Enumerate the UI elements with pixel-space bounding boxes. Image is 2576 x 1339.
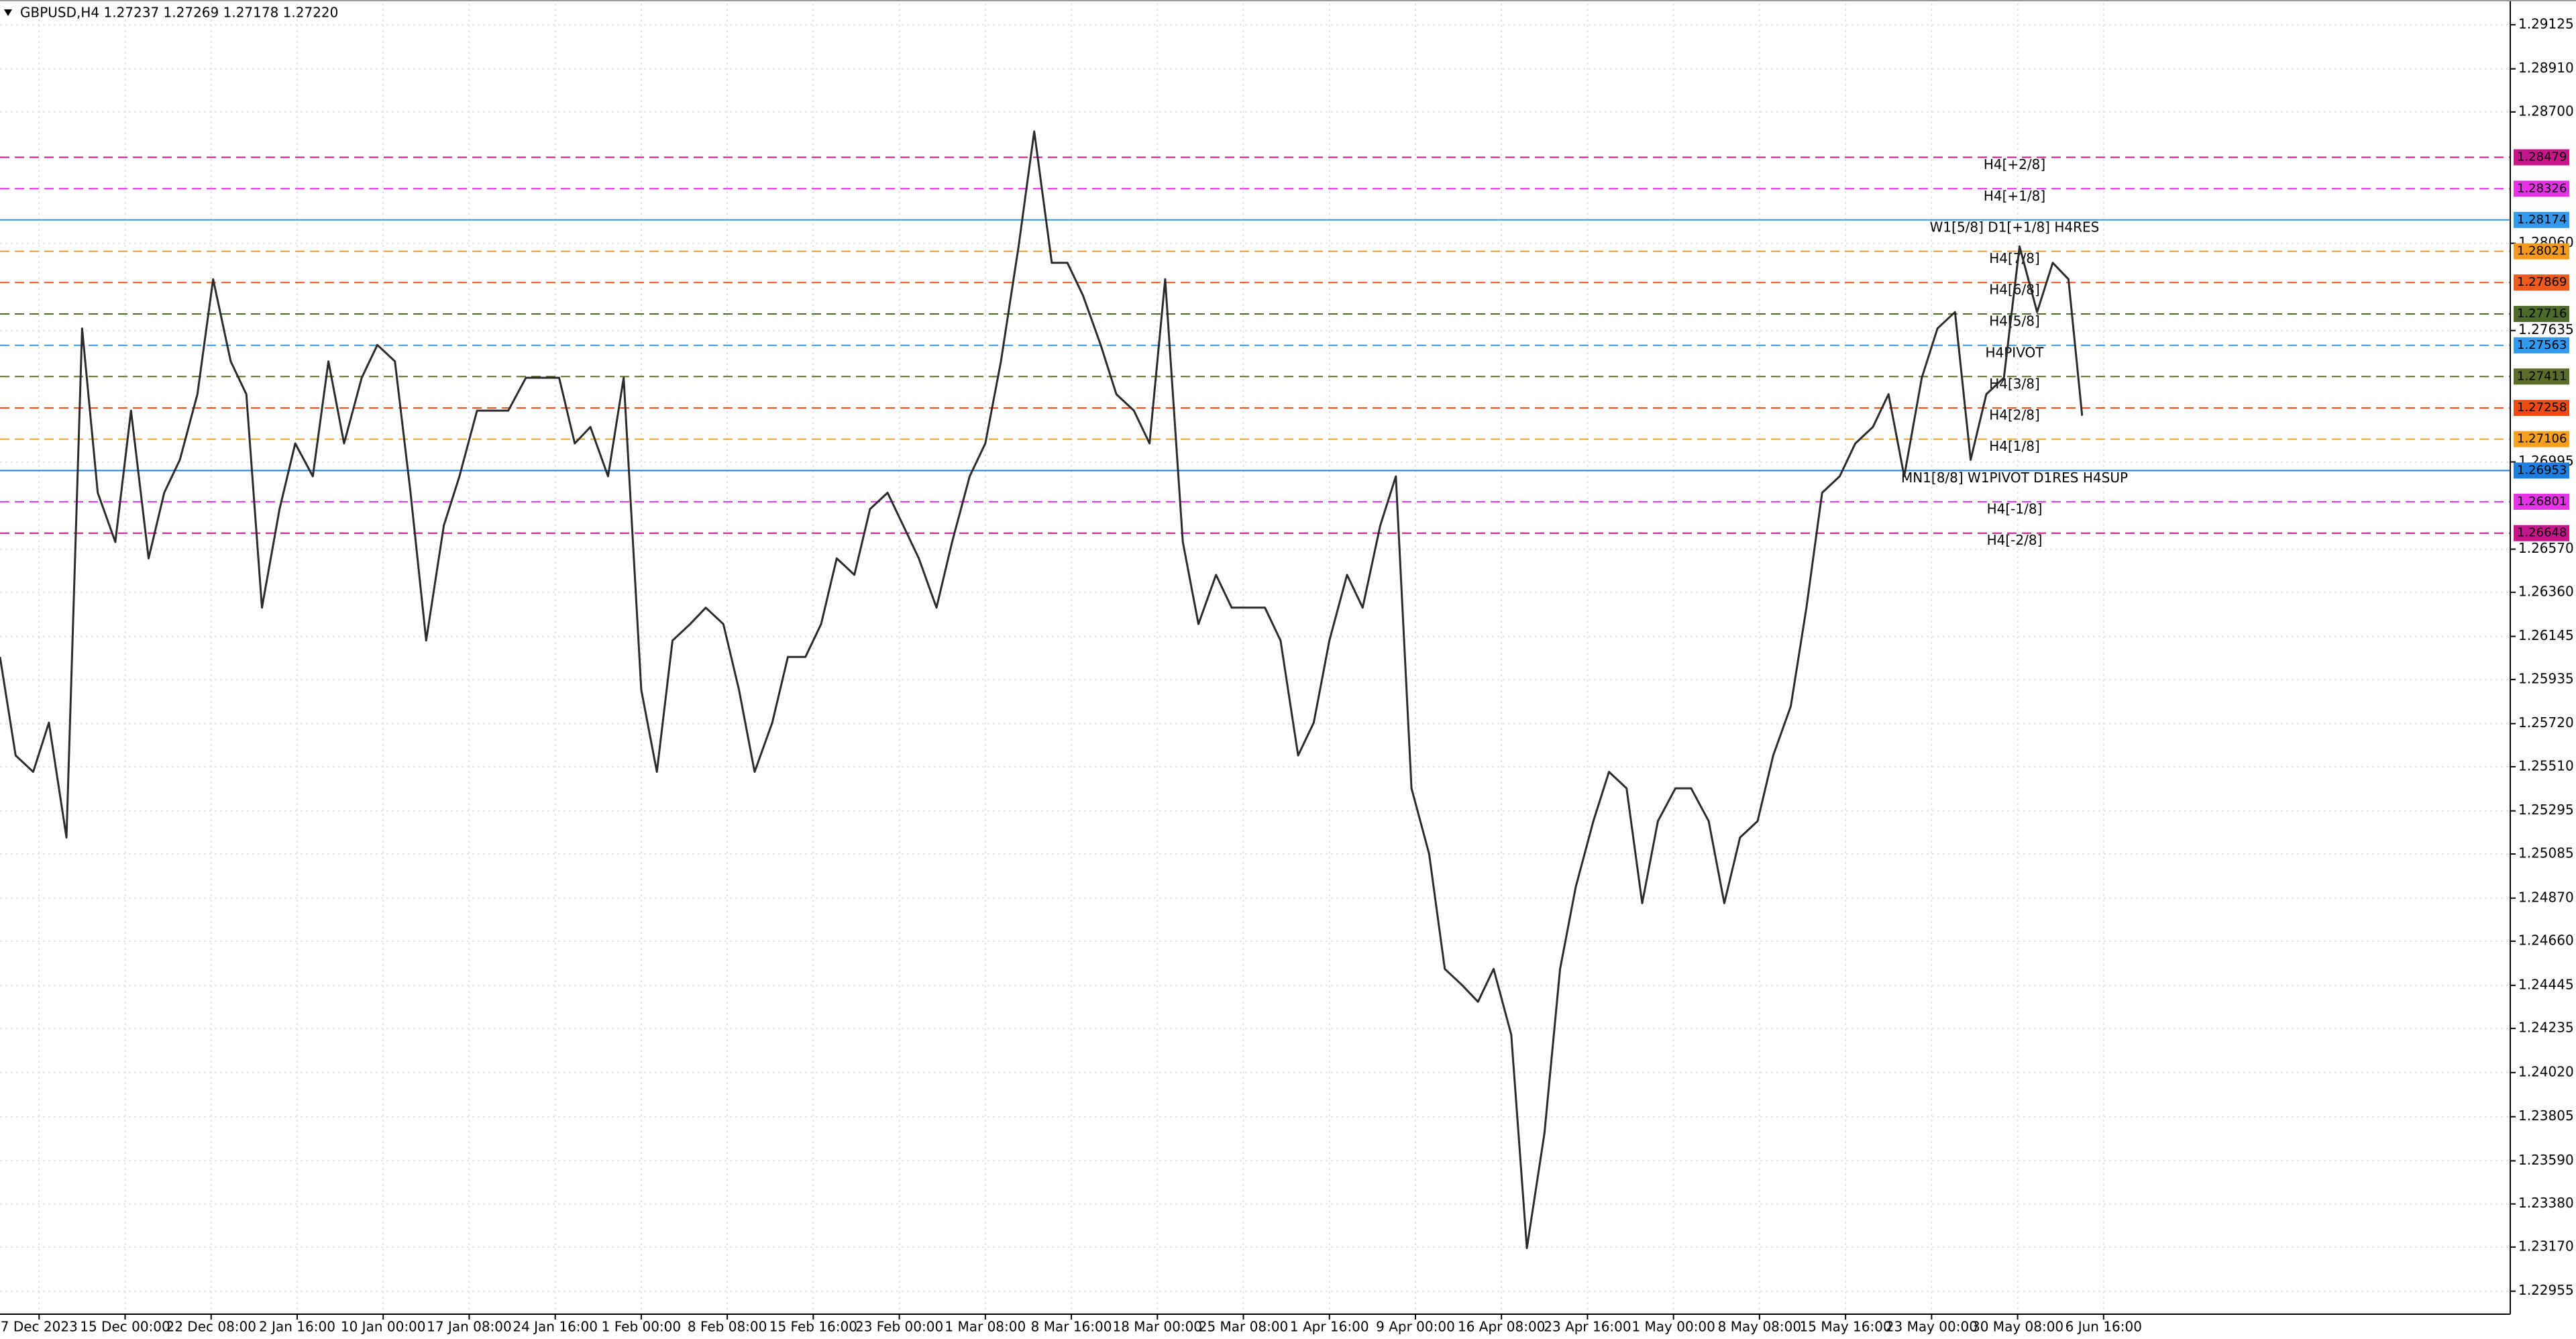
x-tick-label: 2 Jan 16:00 <box>259 1319 335 1335</box>
y-tick-label: 1.24235 <box>2518 1020 2574 1036</box>
level-price: 1.26953 <box>2517 463 2567 477</box>
y-tick-label: 1.23380 <box>2518 1195 2574 1211</box>
y-tick-label: 1.25935 <box>2518 670 2574 686</box>
y-tick-label: 1.23590 <box>2518 1152 2574 1168</box>
level-price: 1.28021 <box>2517 244 2567 258</box>
y-tick-label: 1.28910 <box>2518 60 2574 76</box>
x-tick-label: 1 Apr 16:00 <box>1290 1319 1369 1335</box>
x-tick-label: 15 Dec 00:00 <box>80 1319 170 1335</box>
level-label: H4[-1/8] <box>1987 500 2043 517</box>
y-tick-label: 1.26570 <box>2518 540 2574 556</box>
y-tick-label: 1.23805 <box>2518 1108 2574 1124</box>
y-tick-label: 1.23170 <box>2518 1238 2574 1254</box>
level-price: 1.28479 <box>2517 150 2567 164</box>
level-price-box <box>2514 400 2569 417</box>
level-price-box <box>2514 305 2569 322</box>
x-tick-label: 24 Jan 16:00 <box>513 1319 598 1335</box>
level-label: H4[1/8] <box>1989 438 2040 454</box>
x-tick-label: 16 Apr 08:00 <box>1458 1319 1545 1335</box>
level-price: 1.27411 <box>2517 369 2567 383</box>
y-tick-label: 1.25720 <box>2518 714 2574 731</box>
x-tick-label: 1 May 00:00 <box>1631 1319 1715 1335</box>
price-line <box>0 130 2084 1249</box>
level-price: 1.26648 <box>2517 526 2567 540</box>
header-arrow <box>4 9 12 16</box>
level-price: 1.27869 <box>2517 275 2567 289</box>
chart-header: GBPUSD,H4 1.27237 1.27269 1.27178 1.2722… <box>20 5 338 21</box>
y-tick-label: 1.25085 <box>2518 845 2574 861</box>
level-price-box <box>2514 368 2569 385</box>
level-label: H4[7/8] <box>1989 250 2040 266</box>
y-tick-label: 1.24870 <box>2518 889 2574 905</box>
x-tick-label: 10 Jan 00:00 <box>341 1319 426 1335</box>
x-tick-label: 9 Apr 00:00 <box>1376 1319 1455 1335</box>
level-price-box <box>2514 243 2569 260</box>
x-tick-label: 15 Feb 16:00 <box>769 1319 857 1335</box>
level-price-box <box>2514 493 2569 510</box>
level-price-box <box>2514 431 2569 447</box>
level-price: 1.27563 <box>2517 338 2567 352</box>
y-tick-label: 1.27635 <box>2518 321 2574 337</box>
level-price-box <box>2514 337 2569 354</box>
x-tick-label: 18 Mar 00:00 <box>1113 1319 1203 1335</box>
level-price: 1.27716 <box>2517 307 2567 321</box>
level-price-box <box>2514 180 2569 197</box>
level-price: 1.27106 <box>2517 432 2567 446</box>
x-tick-label: 17 Jan 08:00 <box>427 1319 512 1335</box>
x-tick-label: 1 Feb 00:00 <box>602 1319 682 1335</box>
level-label: W1[5/8] D1[+1/8] H4RES <box>1930 219 2100 235</box>
level-label: H4[-2/8] <box>1987 532 2043 548</box>
y-tick-label: 1.24445 <box>2518 976 2574 992</box>
x-tick-label: 8 Mar 16:00 <box>1031 1319 1112 1335</box>
y-tick-label: 1.25295 <box>2518 802 2574 818</box>
x-tick-label: 25 Mar 08:00 <box>1199 1319 1289 1335</box>
level-label: H4[+2/8] <box>1984 156 2045 172</box>
level-price-box <box>2514 149 2569 166</box>
level-price: 1.27258 <box>2517 400 2567 415</box>
x-tick-label: 22 Dec 08:00 <box>166 1319 256 1335</box>
y-tick-label: 1.24020 <box>2518 1063 2574 1079</box>
y-tick-label: 1.28700 <box>2518 103 2574 119</box>
y-tick-label: 1.26360 <box>2518 583 2574 599</box>
level-price: 1.26801 <box>2517 494 2567 508</box>
level-price: 1.28174 <box>2517 213 2567 227</box>
level-label: H4[5/8] <box>1989 313 2040 329</box>
level-label: MN1[8/8] W1PIVOT D1RES H4SUP <box>1901 470 2128 486</box>
y-tick-label: 1.22955 <box>2518 1282 2574 1298</box>
y-tick-label: 1.24660 <box>2518 932 2574 949</box>
x-tick-label: 6 Jun 16:00 <box>2065 1319 2142 1335</box>
y-tick-label: 1.26145 <box>2518 627 2574 643</box>
y-tick-label: 1.25510 <box>2518 757 2574 773</box>
level-price-box <box>2514 525 2569 541</box>
level-label: H4[2/8] <box>1989 407 2040 423</box>
level-label: H4PIVOT <box>1985 344 2044 360</box>
x-tick-label: 23 Apr 16:00 <box>1544 1319 1631 1335</box>
x-tick-label: 30 May 08:00 <box>1972 1319 2063 1335</box>
level-price-box <box>2514 274 2569 291</box>
x-tick-label: 7 Dec 2023 <box>1 1319 78 1335</box>
y-tick-label: 1.29125 <box>2518 15 2574 32</box>
level-price-box <box>2514 211 2569 228</box>
level-price: 1.28326 <box>2517 181 2567 195</box>
level-price-box <box>2514 462 2569 479</box>
x-tick-label: 15 May 16:00 <box>1800 1319 1892 1335</box>
level-label: H4[+1/8] <box>1984 188 2045 204</box>
x-tick-label: 23 May 00:00 <box>1886 1319 1978 1335</box>
x-tick-label: 23 Feb 00:00 <box>855 1319 943 1335</box>
x-tick-label: 1 Mar 08:00 <box>945 1319 1026 1335</box>
x-tick-label: 8 Feb 08:00 <box>688 1319 767 1335</box>
x-tick-label: 8 May 08:00 <box>1718 1319 1801 1335</box>
